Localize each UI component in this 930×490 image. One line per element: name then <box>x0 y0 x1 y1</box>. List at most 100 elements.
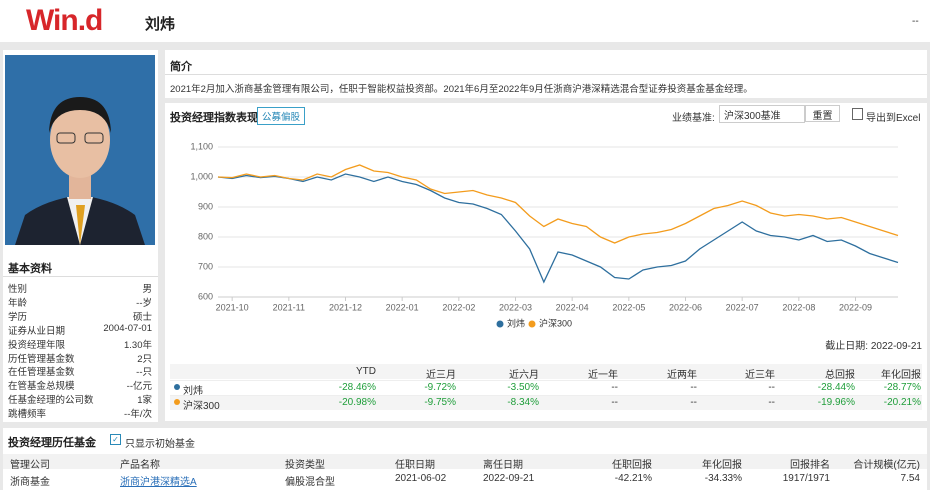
checkbox[interactable]: ✓ <box>110 434 121 445</box>
x-tick-label: 2022-06 <box>669 302 702 312</box>
cell: -- <box>611 397 618 408</box>
cell: 偏股混合型 <box>285 477 335 488</box>
cell: -- <box>768 382 775 393</box>
column-header: 总回报 <box>825 370 855 381</box>
cell: 2021-06-02 <box>395 473 447 484</box>
cell[interactable]: 浙商沪港深精选A <box>120 477 197 488</box>
row-name: 刘炜 <box>183 386 203 397</box>
cell: -28.44% <box>817 382 855 393</box>
field-label: 历任管理基金数 <box>8 353 75 365</box>
x-tick-label: 2022-05 <box>612 302 645 312</box>
column-header: 近三月 <box>426 370 456 381</box>
column-header: 年化回报 <box>702 460 742 471</box>
legend-label: 沪深300 <box>539 317 572 328</box>
column-header: 回报排名 <box>790 460 830 471</box>
x-tick-label: 2022-01 <box>386 302 419 312</box>
manager-name: 刘炜 <box>145 16 176 33</box>
logo: Win.d <box>26 4 103 37</box>
field-value: --年/次 <box>124 409 152 421</box>
menu[interactable]: -- <box>912 16 919 27</box>
field-value: 2只 <box>137 353 152 365</box>
column-header: YTD <box>356 366 376 377</box>
table-header-bg <box>170 364 922 379</box>
field-value: --只 <box>136 367 152 379</box>
line <box>217 173 899 284</box>
x-tick-label: 2022-09 <box>839 302 872 312</box>
filter-label[interactable]: 只显示初始基金 <box>125 439 195 450</box>
field-label: 在任管理基金数 <box>8 367 75 379</box>
profile-title: 基本资料 <box>8 263 52 275</box>
column-header: 近两年 <box>667 370 697 381</box>
history-title: 投资经理历任基金 <box>8 437 96 449</box>
cell: -20.21% <box>883 397 921 408</box>
performance-title: 投资经理指数表现 <box>170 112 258 124</box>
x-tick-label: 2022-07 <box>726 302 759 312</box>
cell: -20.98% <box>338 397 376 408</box>
field-value: 1.30年 <box>124 339 152 351</box>
x-tick-label: 2021-11 <box>273 302 305 312</box>
row-marker <box>174 384 180 390</box>
column-header: 近一年 <box>588 370 618 381</box>
cell: -19.96% <box>817 397 855 408</box>
column-header: 近三年 <box>745 370 775 381</box>
as-of-date: 截止日期: 2022-09-21 <box>825 341 922 352</box>
x-tick-label: 2022-08 <box>782 302 815 312</box>
benchmark-label: 业绩基准: <box>672 113 715 124</box>
reset-button[interactable]: 重置 <box>805 105 840 122</box>
cell: -- <box>690 397 697 408</box>
cell: -- <box>611 382 618 393</box>
table-header-bg <box>3 454 927 469</box>
column-header: 产品名称 <box>120 460 160 471</box>
row-name: 沪深300 <box>183 401 220 412</box>
cell: -9.75% <box>424 397 456 408</box>
column-header: 离任日期 <box>483 460 523 471</box>
cell: -3.50% <box>507 382 539 393</box>
cell: -- <box>690 382 697 393</box>
row-bg <box>170 395 922 410</box>
excel-icon <box>852 108 863 120</box>
field-label: 跳槽频率 <box>8 409 47 421</box>
intro-text: 2021年2月加入浙商基金管理有限公司，任职于智能权益投资部。2021年6月至2… <box>170 84 753 95</box>
cell: 1917/1971 <box>782 473 830 484</box>
x-tick-label: 2021-12 <box>329 302 362 312</box>
x-tick-label: 2022-03 <box>499 302 532 312</box>
cell: -9.72% <box>424 382 456 393</box>
row-bg <box>170 380 922 395</box>
x-tick-label: 2022-04 <box>556 302 589 312</box>
cell: 7.54 <box>900 473 920 484</box>
cell: 浙商基金 <box>10 477 50 488</box>
photo <box>5 55 155 245</box>
benchmark-select[interactable]: 沪深300基准 <box>719 105 805 123</box>
cell: -8.34% <box>507 397 539 408</box>
cell: -28.77% <box>883 382 921 393</box>
cell: -42.21% <box>614 473 652 484</box>
field-value: --岁 <box>136 297 152 309</box>
header <box>0 0 930 42</box>
field-label: 年龄 <box>8 297 28 309</box>
cell: -34.33% <box>704 473 742 484</box>
field-label: 学历 <box>8 311 28 323</box>
y-tick-label: 1,100 <box>190 141 213 151</box>
legend-marker <box>496 320 504 328</box>
intro-title: 简介 <box>170 61 192 73</box>
column-header: 近六月 <box>509 370 539 381</box>
y-tick-label: 600 <box>198 291 213 301</box>
field-label: 投资经理年限 <box>8 339 66 351</box>
field-label: 任基金经理的公司数 <box>8 395 94 407</box>
field-label: 在管基金总规模 <box>8 381 75 393</box>
column-header: 合计规模(亿元) <box>853 460 920 471</box>
field-value: 男 <box>142 284 152 295</box>
divider <box>3 276 158 277</box>
y-tick-label: 800 <box>198 231 213 241</box>
column-header: 任职回报 <box>612 460 652 471</box>
export-button[interactable]: 导出到Excel <box>866 113 921 124</box>
row-marker <box>174 399 180 405</box>
field-label: 证券从业日期 <box>8 325 66 337</box>
column-header: 投资类型 <box>285 460 325 471</box>
field-value: --亿元 <box>126 381 152 393</box>
y-tick-label: 900 <box>198 201 213 211</box>
cell: 2022-09-21 <box>483 473 535 484</box>
legend-label: 刘炜 <box>507 317 525 328</box>
